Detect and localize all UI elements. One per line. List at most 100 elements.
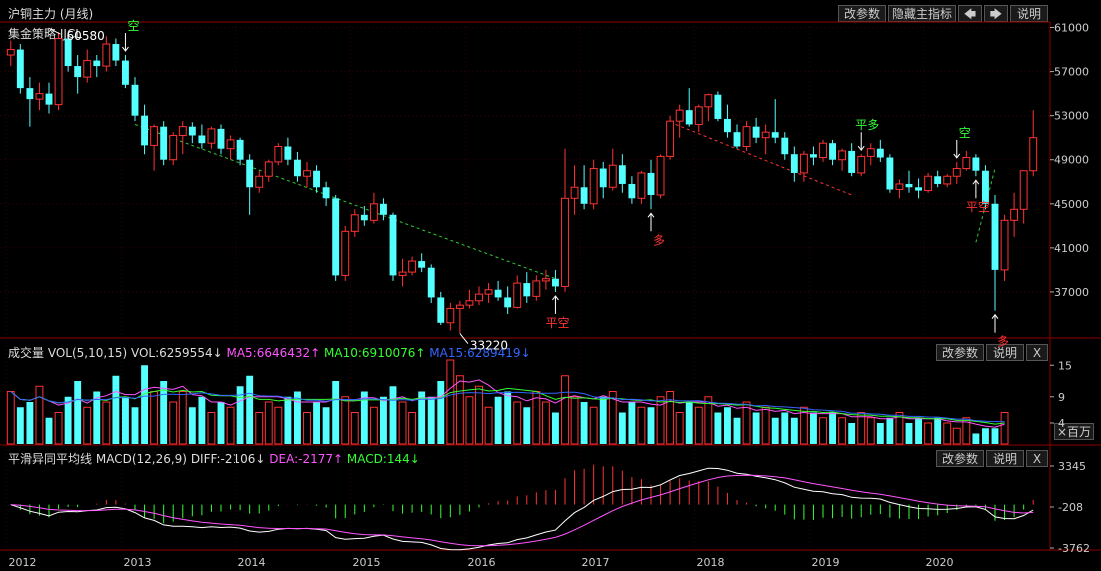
vol-bar-up xyxy=(255,412,264,445)
vol-bar-up xyxy=(475,385,483,445)
candle-body-up xyxy=(446,307,455,324)
candle-body-down xyxy=(380,203,387,215)
vol-ma15-line xyxy=(10,391,1005,423)
candle-body-down xyxy=(523,283,531,297)
candle-body-up xyxy=(6,49,15,56)
y-tick-label: 45000 xyxy=(1054,198,1089,211)
macd-value: MACD:144↓ xyxy=(346,452,420,466)
candle-body-up xyxy=(83,60,92,78)
candle-body-up xyxy=(341,230,350,276)
prev-arrow-button[interactable]: 🡄 xyxy=(958,5,982,22)
macd-help-button[interactable]: 说明 xyxy=(986,450,1024,467)
macd-close-button[interactable]: X xyxy=(1026,450,1048,467)
vol-bar-up xyxy=(150,391,159,445)
vol-tick-label: 4 xyxy=(1058,417,1065,430)
vol-params-button[interactable]: 改参数 xyxy=(936,344,984,361)
candle-body-up xyxy=(742,126,751,147)
vol-bar-up xyxy=(178,391,187,445)
vol-bar-down xyxy=(188,407,196,444)
vol-bar-down xyxy=(647,407,655,444)
vol-bar-up xyxy=(637,406,646,445)
vol-value: VOL:6259554↓ xyxy=(130,346,223,360)
vol-bar-up xyxy=(207,412,216,445)
candle-body-up xyxy=(207,128,216,144)
price-annotation: 33220 xyxy=(470,339,508,353)
candle-body-down xyxy=(494,289,502,298)
candle-body-down xyxy=(724,118,731,133)
signal-arrowhead xyxy=(552,295,559,301)
candle-body-up xyxy=(637,172,646,199)
candle-body-down xyxy=(45,93,53,105)
vol-ma5: MA5:6646432↑ xyxy=(226,346,321,360)
y-tick-label: 49000 xyxy=(1054,154,1089,167)
candle-body-down xyxy=(771,132,779,138)
vol-bar-down xyxy=(886,417,894,444)
candle-body-up xyxy=(408,260,417,273)
vol-bar-down xyxy=(618,412,626,444)
candle-body-up xyxy=(1000,219,1009,271)
candle-body-down xyxy=(781,137,789,155)
candle-body-down xyxy=(437,297,445,323)
candle-body-down xyxy=(313,170,320,188)
vol-bar-up xyxy=(799,406,808,445)
signal-label: 空 xyxy=(959,126,971,140)
candle-body-down xyxy=(991,203,999,270)
candle-body-down xyxy=(389,214,397,276)
vol-help-button[interactable]: 说明 xyxy=(986,344,1024,361)
vol-bar-up xyxy=(838,417,847,445)
vol-bar-down xyxy=(141,365,148,444)
macd-diff-line xyxy=(10,467,1034,551)
vol-bar-up xyxy=(943,422,952,445)
candle-body-up xyxy=(465,300,474,306)
vol-bar-down xyxy=(494,396,502,444)
params-button[interactable]: 改参数 xyxy=(838,5,886,22)
candle-body-up xyxy=(924,175,933,192)
vol-bar-up xyxy=(924,422,933,445)
vol-ma5-line xyxy=(10,379,1005,428)
vol-bar-down xyxy=(982,428,989,444)
candle-body-up xyxy=(150,126,159,146)
macd-params-button[interactable]: 改参数 xyxy=(936,450,984,467)
vol-bar-up xyxy=(369,406,378,445)
signal-arrowhead xyxy=(122,46,129,52)
candle-body-down xyxy=(915,187,922,191)
candle-body-down xyxy=(294,159,301,177)
x-tick-label: 2018 xyxy=(697,556,725,569)
candle-body-up xyxy=(350,214,359,232)
vol-bar-up xyxy=(704,396,713,445)
candle-body-up xyxy=(943,175,952,185)
vol-bar-down xyxy=(246,375,254,444)
candle-body-up xyxy=(704,94,713,108)
y-tick-label: 61000 xyxy=(1054,22,1089,35)
vol-bar-up xyxy=(962,417,971,445)
vol-bar-down xyxy=(332,381,340,444)
candle-body-down xyxy=(752,126,760,138)
signal-arrowhead xyxy=(857,145,865,152)
hide-main-indicator-button[interactable]: 隐藏主指标 xyxy=(888,5,956,22)
next-arrow-button[interactable]: 🡆 xyxy=(984,5,1008,22)
candle-body-up xyxy=(675,109,684,122)
candle-body-up xyxy=(895,183,904,190)
y-tick-label: 37000 xyxy=(1054,286,1089,299)
candle-body-up xyxy=(1019,170,1028,210)
vol-close-button[interactable]: X xyxy=(1026,344,1048,361)
vol-bar-down xyxy=(752,412,760,444)
x-tick-label: 2017 xyxy=(582,556,610,569)
candle-body-up xyxy=(608,164,617,188)
vol-bar-up xyxy=(857,412,866,445)
candle-body-down xyxy=(16,49,24,89)
candle-body-up xyxy=(799,153,808,174)
candle-body-down xyxy=(131,84,139,116)
vol-bar-down xyxy=(523,407,531,444)
vol-bar-up xyxy=(303,412,311,445)
vol-bar-up xyxy=(570,396,579,445)
vol-bar-down xyxy=(322,407,330,444)
vol-bar-down xyxy=(504,391,512,444)
vol-bar-up xyxy=(656,396,665,445)
vol-bar-up xyxy=(264,401,273,445)
candle-body-up xyxy=(1010,208,1019,221)
macd-tick-label: -3762 xyxy=(1058,542,1090,555)
vol-bar-up xyxy=(819,417,827,445)
candle-body-down xyxy=(332,198,340,276)
